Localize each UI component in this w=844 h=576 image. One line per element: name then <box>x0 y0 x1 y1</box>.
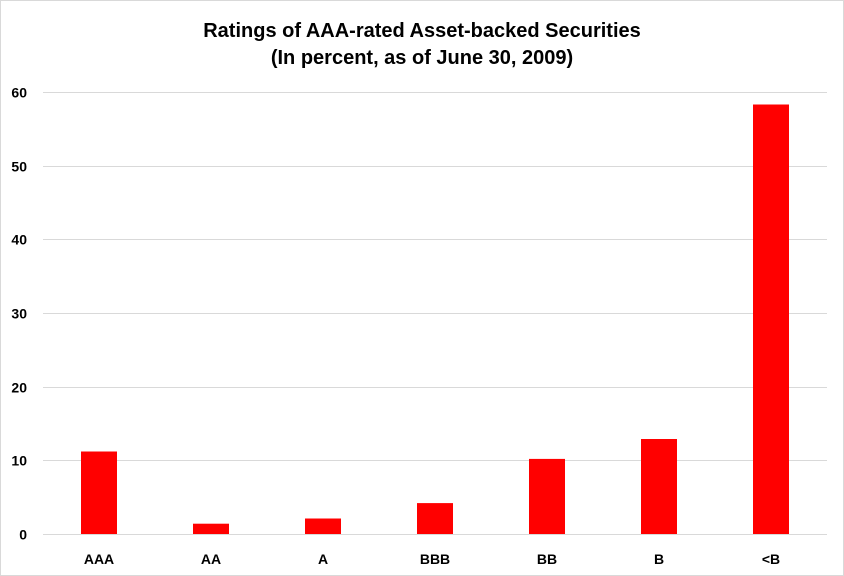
chart-title-line: Ratings of AAA-rated Asset-backed Securi… <box>203 20 641 42</box>
y-tick-label: 30 <box>11 306 27 322</box>
bars <box>81 104 789 534</box>
chart-subtitle-line: (In percent, as of June 30, 2009) <box>270 47 574 69</box>
y-tick-label: 20 <box>11 380 27 396</box>
y-tick-label: 60 <box>11 85 27 101</box>
x-tick-label: <B <box>762 551 780 567</box>
y-tick-label: 40 <box>11 232 27 248</box>
x-tick-label: AA <box>201 551 221 567</box>
x-tick-label: A <box>318 551 328 567</box>
bar-lt-b <box>753 104 789 534</box>
gridlines <box>43 92 827 535</box>
bar-bbb <box>417 503 453 534</box>
chart-title: Ratings of AAA-rated Asset-backed Securi… <box>1 18 843 72</box>
bar-aa <box>193 523 229 534</box>
bar-bb <box>529 458 565 534</box>
bar-b <box>641 439 677 534</box>
x-tick-label: BBB <box>420 551 450 567</box>
y-tick-label: 10 <box>11 453 27 469</box>
y-axis-ticks: 0 10 20 30 40 50 60 <box>11 85 27 543</box>
x-tick-label: BB <box>537 551 557 567</box>
x-tick-label: AAA <box>84 551 114 567</box>
bar-aaa <box>81 451 117 534</box>
bar-a <box>305 518 341 534</box>
y-tick-label: 50 <box>11 159 27 175</box>
x-axis-ticks: AAA AA A BBB BB B <B <box>84 551 780 567</box>
x-tick-label: B <box>654 551 664 567</box>
y-tick-label: 0 <box>19 527 27 543</box>
